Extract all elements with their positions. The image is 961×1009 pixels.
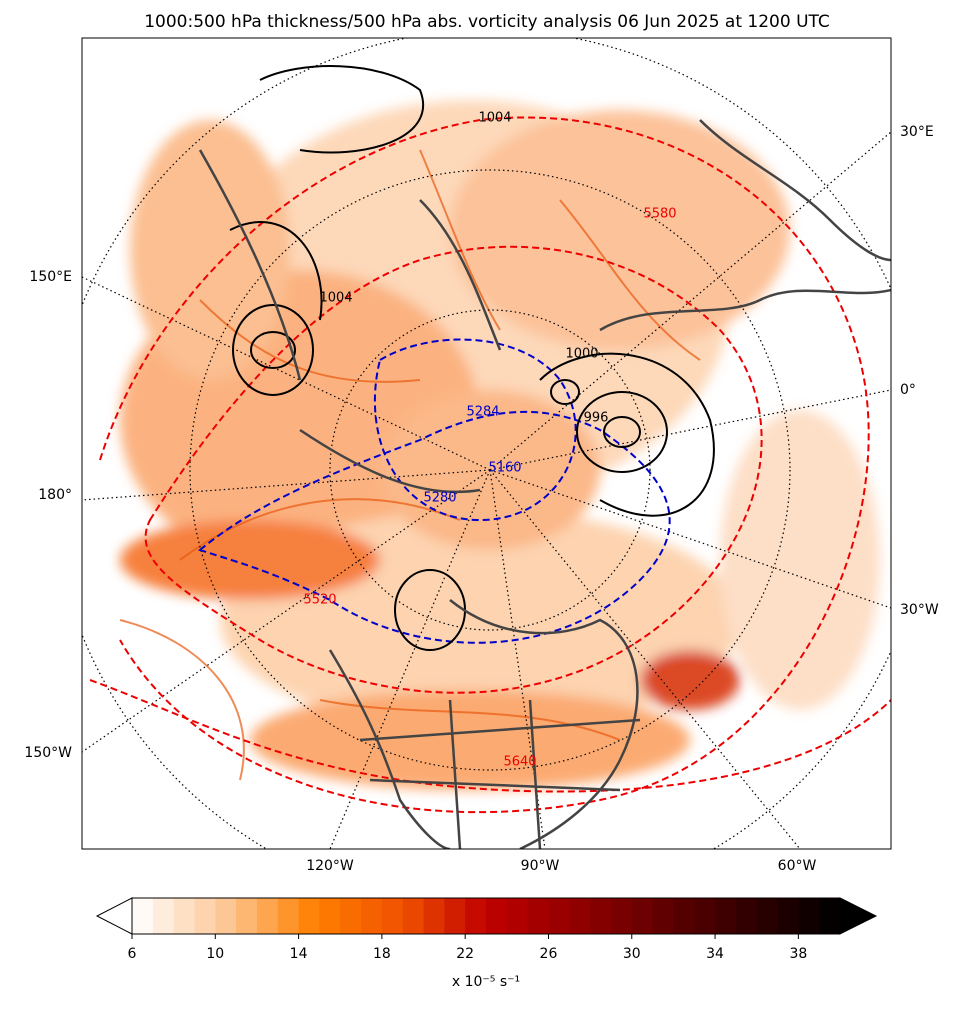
graticule: [82, 38, 891, 849]
colorbar-swatch: [777, 898, 799, 934]
map-edge-label: 150°W: [24, 745, 72, 761]
colorbar-frame: [131, 897, 841, 935]
colorbar-swatch: [715, 898, 737, 934]
map-edge-label: 30°W: [900, 602, 939, 618]
colorbar-tick-label: 26: [540, 946, 558, 962]
contour-label: 5284: [466, 405, 499, 420]
colorbar-swatch: [735, 898, 758, 934]
map-edge-label: 120°W: [306, 858, 354, 874]
colorbar-swatch: [444, 898, 466, 934]
colorbar: 6 10 14 18 22 26 30 34 38 x 10⁻⁵ s⁻¹: [95, 897, 878, 990]
map-edge-label: 150°E: [29, 269, 72, 285]
colorbar-swatch: [152, 898, 175, 934]
contour-label: 1004: [319, 291, 352, 306]
colorbar-swatch: [548, 898, 570, 934]
colorbar-tick-label: 34: [706, 946, 724, 962]
colorbar-swatch: [194, 898, 216, 934]
colorbar-swatch: [569, 898, 591, 934]
map-edge-label: 180°: [38, 487, 72, 503]
colorbar-swatch: [277, 898, 300, 934]
contour-label: 1004: [478, 111, 511, 126]
colorbar-extend-low: [95, 897, 133, 935]
colorbar-swatch: [340, 898, 362, 934]
colorbar-swatch: [590, 898, 612, 934]
colorbar-swatch: [215, 898, 237, 934]
contour-label: 1000: [565, 347, 598, 362]
contour-label: 5280: [423, 491, 456, 506]
colorbar-swatch: [381, 898, 404, 934]
colorbar-tick-label: 10: [206, 946, 224, 962]
contour-label: 5520: [303, 593, 336, 608]
colorbar-swatch: [673, 898, 695, 934]
map: [82, 38, 891, 849]
thickness-contours-red: [89, 116, 891, 814]
colorbar-tick-label: 6: [128, 946, 137, 962]
colorbar-swatch: [298, 898, 320, 934]
contour-label: 5580: [643, 207, 676, 222]
colorbar-swatch: [819, 898, 841, 934]
colorbar-swatch: [798, 898, 820, 934]
colorbar-swatch: [132, 898, 154, 934]
contour-label: 996: [584, 411, 609, 426]
colorbar-tick-label: 14: [290, 946, 308, 962]
colorbar-swatch: [527, 898, 549, 934]
colorbar-swatch: [465, 898, 487, 934]
map-edge-label: 90°W: [521, 858, 560, 874]
colorbar-tick-label: 18: [373, 946, 391, 962]
contour-label: 5160: [488, 461, 521, 476]
colorbar-swatch: [361, 898, 383, 934]
map-edge-label: 60°W: [778, 858, 817, 874]
colorbar-tick-label: 38: [789, 946, 807, 962]
colorbar-swatch: [402, 898, 425, 934]
map-edge-label: 30°E: [900, 124, 934, 140]
colorbar-swatch: [319, 898, 341, 934]
colorbar-swatch: [610, 898, 633, 934]
colorbar-swatch: [756, 898, 779, 934]
colorbar-swatch: [506, 898, 529, 934]
colorbar-tick-label: 30: [623, 946, 641, 962]
title: 1000:500 hPa thickness/500 hPa abs. vort…: [144, 12, 830, 32]
colorbar-swatch: [236, 898, 258, 934]
colorbar-swatch: [652, 898, 674, 934]
map-edge-label: 0°: [900, 382, 916, 398]
colorbar-swatch: [256, 898, 279, 934]
map-frame: [81, 37, 892, 850]
thickness-contours-blue: [197, 338, 671, 644]
colorbar-swatch: [423, 898, 445, 934]
colorbar-label: x 10⁻⁵ s⁻¹: [452, 974, 520, 990]
colorbar-swatch: [173, 898, 195, 934]
colorbar-tick-label: 22: [456, 946, 474, 962]
coastlines: [198, 119, 891, 849]
colorbar-swatch: [631, 898, 654, 934]
vorticity-streaks: [119, 149, 701, 781]
colorbar-swatch: [486, 898, 508, 934]
vorticity-field: [120, 100, 880, 790]
colorbar-swatch: [694, 898, 716, 934]
contour-label: 5640: [503, 755, 536, 770]
colorbar-extend-high: [839, 897, 878, 935]
